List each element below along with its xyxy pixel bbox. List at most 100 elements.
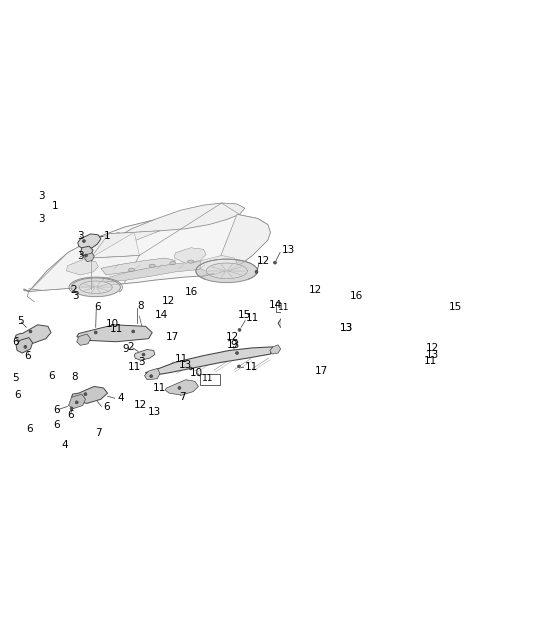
Circle shape — [255, 271, 258, 273]
Circle shape — [314, 299, 318, 302]
Polygon shape — [16, 338, 33, 353]
Circle shape — [84, 254, 87, 257]
Polygon shape — [24, 214, 270, 291]
Polygon shape — [79, 281, 112, 293]
Circle shape — [435, 335, 438, 338]
Polygon shape — [144, 369, 160, 380]
Circle shape — [178, 386, 181, 389]
Text: 13: 13 — [340, 323, 353, 333]
Text: 14: 14 — [269, 300, 282, 310]
Circle shape — [313, 317, 317, 320]
Text: 6: 6 — [14, 389, 21, 399]
Polygon shape — [287, 350, 329, 369]
Text: 12: 12 — [134, 400, 147, 410]
Circle shape — [426, 342, 428, 345]
Polygon shape — [200, 256, 237, 275]
Circle shape — [189, 367, 192, 370]
Text: 10: 10 — [106, 318, 119, 328]
Ellipse shape — [347, 310, 356, 315]
Circle shape — [274, 261, 276, 264]
Text: 7: 7 — [95, 428, 101, 438]
Text: 2: 2 — [70, 285, 77, 295]
Text: 6: 6 — [95, 302, 101, 312]
Text: 13: 13 — [340, 323, 353, 333]
Text: 3: 3 — [77, 231, 83, 241]
Bar — [200, 374, 220, 385]
Text: 11: 11 — [153, 382, 166, 392]
Polygon shape — [314, 320, 329, 332]
Text: 8: 8 — [71, 372, 78, 382]
Polygon shape — [146, 347, 273, 376]
Text: 3: 3 — [138, 357, 145, 367]
Polygon shape — [174, 247, 206, 263]
Text: 15: 15 — [449, 302, 462, 312]
Polygon shape — [423, 317, 472, 338]
Ellipse shape — [326, 310, 341, 317]
Polygon shape — [78, 234, 101, 249]
Text: 4: 4 — [61, 440, 68, 450]
Text: 12: 12 — [309, 285, 322, 295]
Polygon shape — [278, 308, 318, 328]
Text: 15: 15 — [238, 310, 251, 320]
Polygon shape — [90, 231, 160, 258]
Text: 6: 6 — [49, 371, 55, 381]
Bar — [276, 301, 294, 312]
Polygon shape — [90, 203, 245, 258]
Text: 1: 1 — [104, 231, 110, 241]
Circle shape — [440, 327, 443, 330]
Polygon shape — [165, 380, 198, 395]
Text: 2: 2 — [127, 342, 134, 352]
Text: 12: 12 — [426, 343, 439, 353]
Text: 6: 6 — [24, 350, 31, 360]
Polygon shape — [134, 349, 155, 360]
Circle shape — [82, 240, 86, 242]
Text: 13: 13 — [179, 360, 192, 370]
Polygon shape — [29, 232, 140, 291]
Text: 5: 5 — [12, 373, 19, 383]
Circle shape — [238, 365, 240, 368]
Text: 12: 12 — [257, 256, 270, 266]
Text: 6: 6 — [104, 403, 110, 413]
Text: 3: 3 — [38, 214, 45, 224]
Polygon shape — [84, 253, 94, 262]
Circle shape — [29, 330, 32, 333]
Text: 16: 16 — [350, 291, 363, 301]
Text: 17: 17 — [165, 332, 179, 342]
Text: 13: 13 — [282, 246, 295, 256]
Circle shape — [75, 401, 78, 404]
Text: 5: 5 — [17, 316, 24, 326]
Text: 13: 13 — [426, 350, 439, 360]
Polygon shape — [206, 263, 247, 279]
Circle shape — [312, 364, 314, 367]
Polygon shape — [438, 315, 454, 327]
Circle shape — [24, 345, 27, 349]
Text: 14: 14 — [154, 310, 168, 320]
Text: 9: 9 — [231, 340, 238, 350]
Text: 8: 8 — [137, 301, 143, 311]
Text: 11: 11 — [245, 362, 258, 372]
Circle shape — [94, 331, 97, 334]
Circle shape — [70, 407, 73, 410]
Text: 12: 12 — [226, 332, 239, 342]
Text: 3: 3 — [77, 251, 83, 261]
Ellipse shape — [149, 264, 155, 268]
Circle shape — [295, 359, 298, 362]
Text: 11: 11 — [202, 374, 214, 383]
Text: 3: 3 — [72, 291, 79, 301]
Polygon shape — [66, 259, 98, 275]
Text: 12: 12 — [162, 296, 175, 306]
Text: 11: 11 — [424, 355, 437, 365]
Circle shape — [84, 392, 87, 396]
Polygon shape — [214, 214, 270, 273]
Text: 11: 11 — [278, 303, 289, 312]
Text: 4: 4 — [118, 393, 124, 403]
Polygon shape — [102, 262, 216, 282]
Text: 11: 11 — [128, 362, 141, 372]
Polygon shape — [69, 394, 86, 408]
Circle shape — [150, 375, 153, 377]
Text: 6: 6 — [26, 425, 33, 435]
Text: 6: 6 — [53, 404, 60, 414]
Text: 10: 10 — [190, 367, 203, 377]
Polygon shape — [71, 278, 120, 296]
Circle shape — [132, 330, 135, 333]
